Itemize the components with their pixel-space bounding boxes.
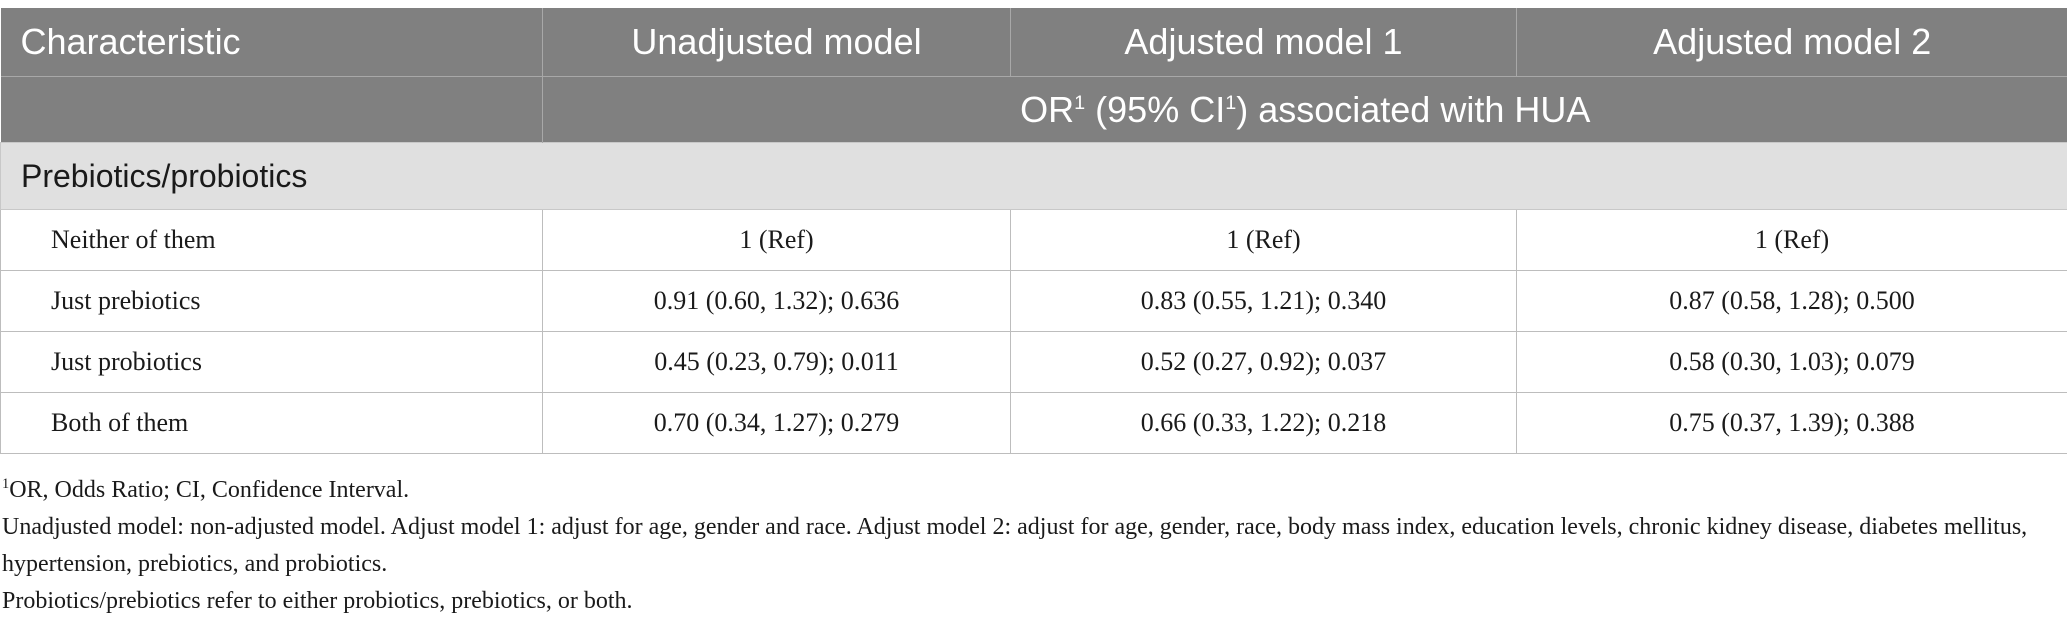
cell-adjusted-1: 0.52 (0.27, 0.92); 0.037 (1010, 331, 1517, 393)
cell-adjusted-1: 1 (Ref) (1010, 209, 1517, 271)
subheader-or-ci: OR1 (95% CI1) associated with HUA (542, 76, 2067, 143)
cell-unadjusted: 0.91 (0.60, 1.32); 0.636 (542, 270, 1011, 332)
footnote-abbreviations: 1OR, Odds Ratio; CI, Confidence Interval… (2, 472, 2064, 509)
subheader-or-footnote-mark: 1 (1074, 91, 1086, 114)
table-row: Just probiotics 0.45 (0.23, 0.79); 0.011… (0, 331, 2067, 393)
col-header-unadjusted: Unadjusted model (542, 8, 1011, 77)
subheader-ci-footnote-mark: 1 (1225, 91, 1237, 114)
subheader-row: OR1 (95% CI1) associated with HUA (0, 76, 2067, 143)
cell-unadjusted: 1 (Ref) (542, 209, 1011, 271)
subheader-or: OR (1020, 88, 1075, 130)
cell-adjusted-2: 0.87 (0.58, 1.28); 0.500 (1516, 270, 2067, 332)
subheader-empty-cell (0, 76, 543, 143)
row-label: Just probiotics (0, 331, 543, 393)
subheader-association: ) associated with HUA (1236, 88, 1591, 130)
table-row: Neither of them 1 (Ref) 1 (Ref) 1 (Ref) (0, 209, 2067, 271)
cell-adjusted-2: 0.75 (0.37, 1.39); 0.388 (1516, 392, 2067, 454)
cell-adjusted-2: 0.58 (0.30, 1.03); 0.079 (1516, 331, 2067, 393)
cell-adjusted-1: 0.66 (0.33, 1.22); 0.218 (1010, 392, 1517, 454)
row-label: Just prebiotics (0, 270, 543, 332)
cell-adjusted-1: 0.83 (0.55, 1.21); 0.340 (1010, 270, 1517, 332)
table-footnotes: 1OR, Odds Ratio; CI, Confidence Interval… (2, 472, 2064, 620)
footnote-mark: 1 (2, 476, 10, 492)
footnote-models: Unadjusted model: non-adjusted model. Ad… (2, 514, 2028, 577)
cell-unadjusted: 0.70 (0.34, 1.27); 0.279 (542, 392, 1011, 454)
table-row: Just prebiotics 0.91 (0.60, 1.32); 0.636… (0, 270, 2067, 332)
row-label: Both of them (0, 392, 543, 454)
odds-ratio-table: Characteristic Unadjusted model Adjusted… (0, 8, 2067, 454)
col-header-adjusted-2: Adjusted model 2 (1516, 8, 2067, 77)
footnote-probiotics: Probiotics/prebiotics refer to either pr… (2, 588, 633, 614)
section-title: Prebiotics/probiotics (0, 142, 2067, 210)
col-header-adjusted-1: Adjusted model 1 (1010, 8, 1517, 77)
subheader-ci: (95% CI (1085, 88, 1226, 130)
cell-adjusted-2: 1 (Ref) (1516, 209, 2067, 271)
table-row: Both of them 0.70 (0.34, 1.27); 0.279 0.… (0, 392, 2067, 454)
footnote-abbreviations-text: OR, Odds Ratio; CI, Confidence Interval. (9, 477, 410, 503)
section-row: Prebiotics/probiotics (0, 142, 2067, 210)
cell-unadjusted: 0.45 (0.23, 0.79); 0.011 (542, 331, 1011, 393)
header-row: Characteristic Unadjusted model Adjusted… (0, 8, 2067, 77)
row-label: Neither of them (0, 209, 543, 271)
col-header-characteristic: Characteristic (0, 8, 543, 77)
